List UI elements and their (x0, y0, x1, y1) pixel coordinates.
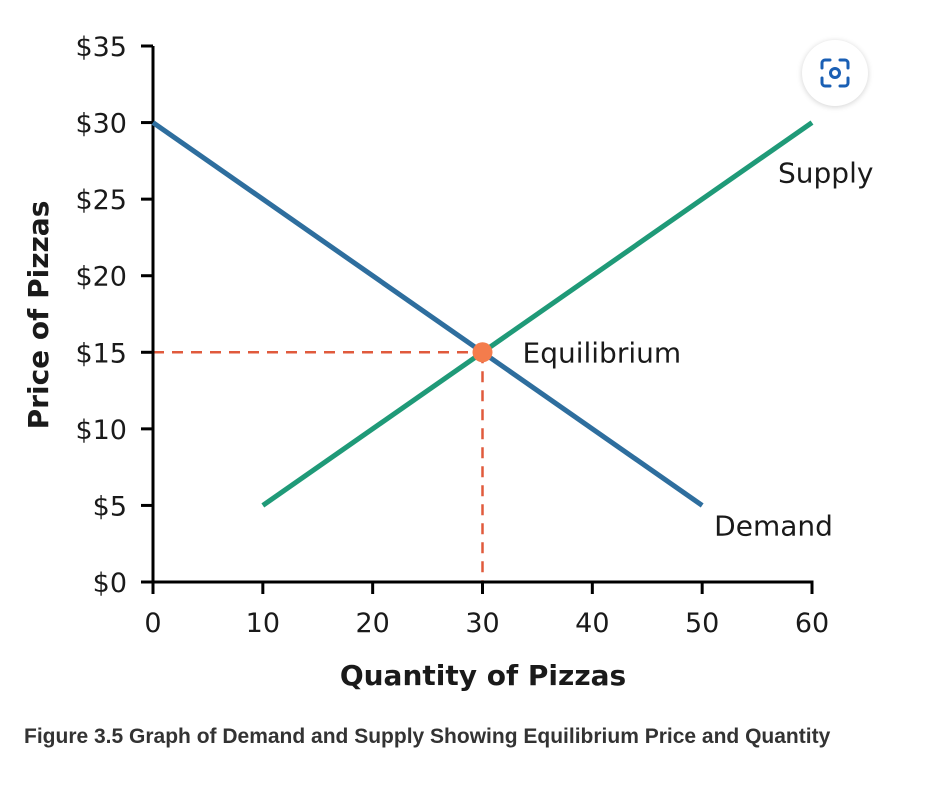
x-tick-label: 20 (355, 608, 389, 639)
y-tick-label: $20 (75, 262, 127, 293)
series-labels: Demand Supply Equilibrium (523, 157, 874, 543)
supply-demand-chart: 0 10 20 30 40 50 60 $0 $5 $10 $15 $20 $25 $30 $35 Dema… (22, 32, 874, 692)
y-tick-label: $10 (75, 415, 127, 446)
equilibrium-label: Equilibrium (523, 336, 682, 369)
figure-caption: Figure 3.5 Graph of Demand and Supply Sh… (24, 725, 831, 748)
y-tick-label: $5 (93, 491, 127, 522)
x-tick-label: 10 (246, 608, 280, 639)
equilibrium-point (472, 342, 493, 363)
x-tick-label: 60 (795, 608, 829, 639)
lens-button[interactable] (802, 40, 868, 106)
supply-label: Supply (778, 157, 873, 190)
lens-icon (820, 58, 850, 88)
y-tick-label: $30 (75, 109, 127, 140)
demand-line (151, 120, 704, 508)
x-tick-label: 0 (144, 608, 161, 639)
axes: 0 10 20 30 40 50 60 $0 $5 $10 $15 $20 $25 $30 $35 (75, 32, 829, 639)
supply-line (261, 120, 814, 508)
y-tick-label: $25 (75, 185, 127, 216)
y-axis-title: Price of Pizzas (22, 201, 55, 430)
x-tick-label: 50 (685, 608, 719, 639)
equilibrium-guides (153, 351, 484, 582)
x-axis-title: Quantity of Pizzas (340, 659, 626, 692)
y-tick-label: $0 (93, 568, 127, 599)
demand-label: Demand (714, 509, 833, 542)
series-lines (151, 120, 814, 508)
y-tick-label: $35 (75, 32, 127, 63)
x-tick-label: 30 (465, 608, 499, 639)
x-tick-label: 40 (575, 608, 609, 639)
y-tick-label: $15 (75, 338, 127, 369)
